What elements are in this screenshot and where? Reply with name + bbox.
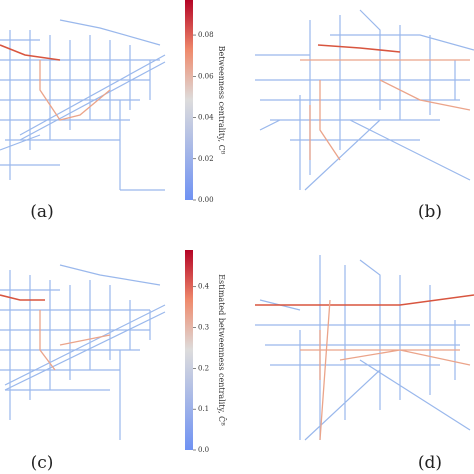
colorbar xyxy=(185,0,193,200)
panel-label: (c) xyxy=(31,453,54,473)
tick-label: 0.00 xyxy=(198,196,214,204)
panel-label: (a) xyxy=(30,202,53,222)
road-network-a xyxy=(0,19,166,191)
colorbar-label: Estimated betweenness centrality, Ĉᴮ xyxy=(217,274,226,426)
road-network-b xyxy=(255,9,474,191)
panel-label: (b) xyxy=(418,202,442,222)
tick-label: 0.4 xyxy=(198,283,210,291)
tick-label: 0.08 xyxy=(198,31,214,39)
tick-label: 0.06 xyxy=(198,72,214,80)
colorbar-label: Betweenness centrality, Cᴮ xyxy=(217,46,226,155)
tick-label: 0.02 xyxy=(198,155,214,163)
road-network-d xyxy=(255,255,474,441)
tick-label: 0.1 xyxy=(198,405,209,413)
tick-label: 0.04 xyxy=(198,114,214,122)
tick-label: 0.0 xyxy=(198,446,209,454)
colorbar xyxy=(185,250,193,450)
tick-label: 0.3 xyxy=(198,324,209,332)
panel-label: (d) xyxy=(418,453,442,473)
road-network-c xyxy=(0,264,166,440)
tick-label: 0.2 xyxy=(198,364,209,372)
